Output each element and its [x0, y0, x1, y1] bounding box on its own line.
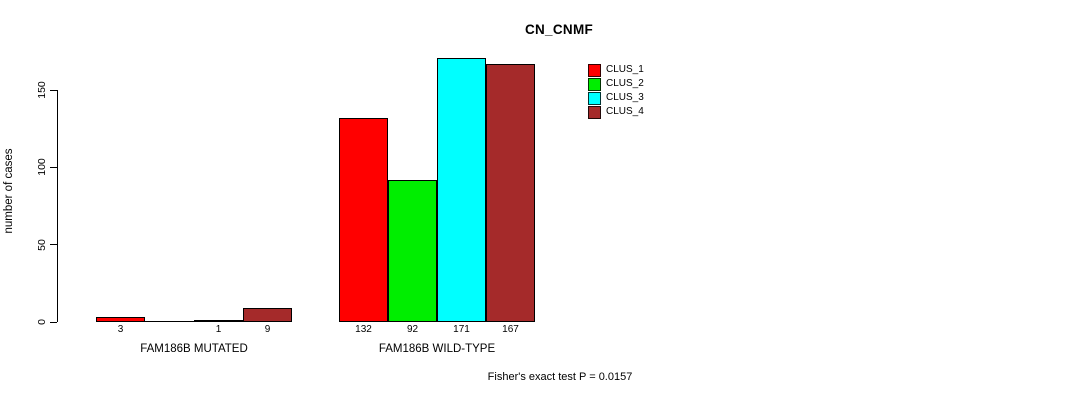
bar-clus_3-1: [194, 320, 243, 322]
group-label-2: FAM186B WILD-TYPE: [378, 343, 496, 355]
chart-title: CN_CNMF: [524, 22, 594, 37]
bar-clus_3-2: [437, 58, 486, 322]
y-axis-tick-label: 0: [36, 319, 48, 325]
bar-clus_2-1: [145, 321, 194, 322]
legend-label: CLUS_4: [606, 106, 644, 117]
legend-swatch-clus_4: [588, 106, 601, 119]
y-axis-line: [57, 90, 59, 322]
group-label-1: FAM186B MUTATED: [140, 343, 248, 355]
bar-clus_4-1: [243, 308, 292, 322]
y-axis-tick-label: 100: [36, 158, 48, 177]
bar-value-label: 171: [453, 324, 470, 335]
y-axis-tick-label: 150: [36, 81, 48, 99]
legend-swatch-clus_1: [588, 64, 601, 77]
y-axis-tick: [50, 166, 57, 169]
y-axis-label: number of cases: [3, 148, 15, 234]
annotation-fisher-test: Fisher's exact test P = 0.0157: [487, 371, 633, 383]
legend-swatch-clus_2: [588, 78, 601, 91]
bar-clus_2-2: [388, 180, 437, 322]
bar-clus_1-1: [96, 317, 145, 322]
legend-swatch-clus_3: [588, 92, 601, 105]
legend-label: CLUS_2: [606, 78, 644, 89]
bar-value-label: 3: [117, 324, 124, 335]
legend-label: CLUS_3: [606, 92, 644, 103]
bar-value-label: 132: [355, 324, 372, 335]
bar-clus_4-2: [486, 64, 535, 322]
bar-clus_1-2: [339, 118, 388, 322]
y-axis-tick-label: 50: [36, 238, 48, 251]
bar-value-label: 167: [502, 324, 519, 335]
y-axis-tick: [50, 321, 57, 323]
bar-value-label: 9: [264, 324, 271, 335]
y-axis-tick: [50, 89, 57, 91]
bar-value-label: 1: [215, 324, 222, 335]
bar-value-label: 92: [406, 324, 419, 335]
y-axis-tick: [50, 244, 57, 246]
legend-label: CLUS_1: [606, 64, 644, 75]
